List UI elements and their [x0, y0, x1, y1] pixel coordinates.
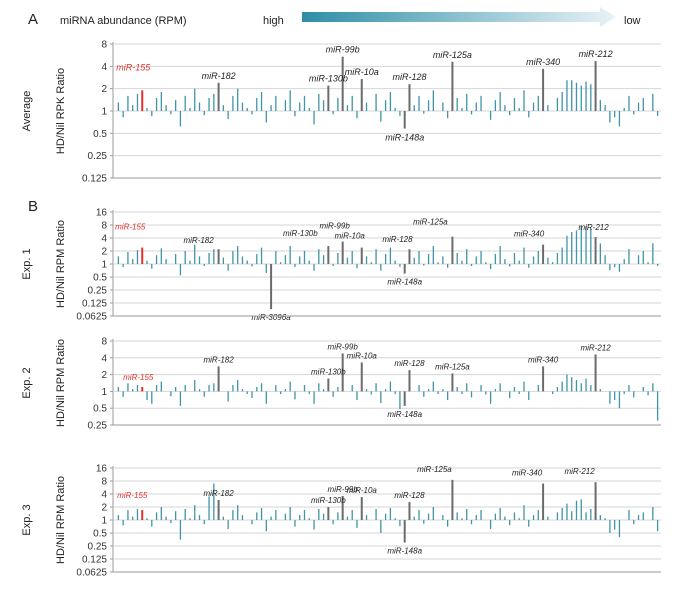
y-tick-label: 0.125 — [82, 299, 107, 310]
row-label: Average — [21, 91, 33, 132]
y-axis-label: HD/Nil RPM Ratio — [55, 339, 67, 427]
y-tick-label: 0.25 — [88, 421, 108, 432]
label-mir-340: miR-340 — [526, 57, 560, 67]
label-mir-340: miR-340 — [528, 355, 559, 364]
label-mir-155: miR-155 — [117, 491, 148, 500]
label-mir-340: miR-340 — [512, 469, 543, 478]
y-tick-label: 0.5 — [93, 529, 107, 540]
row-label: Exp. 1 — [21, 248, 33, 279]
y-tick-label: 0.0625 — [76, 568, 107, 579]
label-mir-125a: miR-125a — [413, 218, 448, 227]
label-mir-10a: miR-10a — [345, 67, 379, 77]
y-tick-label: 0.5 — [93, 404, 107, 415]
y-tick-label: 1 — [101, 260, 107, 271]
label-mir-10a: miR-10a — [347, 486, 378, 495]
label-mir-212: miR-212 — [579, 49, 613, 59]
label-mir-99b: miR-99b — [320, 222, 351, 231]
label-mir-125a: miR-125a — [417, 465, 452, 474]
label-mir-130b: miR-130b — [311, 496, 346, 505]
label-mir-125a: miR-125a — [435, 362, 470, 371]
label-mir-99b: miR-99b — [328, 342, 359, 351]
label-mir-128: miR-128 — [382, 235, 413, 244]
y-tick-label: 8 — [101, 337, 107, 348]
y-tick-label: 0.5 — [93, 273, 107, 284]
label-mir-128: miR-128 — [392, 72, 426, 82]
label-mir-340: miR-340 — [514, 230, 545, 239]
abundance-gradient-arrow — [302, 7, 616, 27]
y-axis-label: HD/Nil RPK Ratio — [55, 68, 67, 154]
y-tick-label: 2 — [101, 503, 107, 514]
y-tick-label: 16 — [96, 208, 108, 219]
row-label: Exp. 2 — [21, 367, 33, 398]
y-tick-label: 1 — [101, 387, 107, 398]
y-tick-label: 8 — [101, 40, 107, 51]
y-tick-label: 16 — [96, 464, 108, 475]
label-mir-212: miR-212 — [564, 467, 595, 476]
label-mir-182: miR-182 — [202, 71, 236, 81]
chart-average: 8 4 2 1 0.5 0.25 0.125 HD/Nil RPK Ratio Average m… — [21, 40, 661, 185]
y-tick-label: 0.25 — [88, 151, 108, 162]
panel-b-letter: B — [28, 198, 38, 215]
label-mir-155: miR-155 — [115, 223, 146, 232]
label-mir-128: miR-128 — [394, 491, 425, 500]
y-tick-label: 4 — [101, 353, 107, 364]
label-mir-125a: miR-125a — [433, 50, 472, 60]
label-mir-182: miR-182 — [183, 236, 214, 245]
label-mir-182: miR-182 — [203, 355, 234, 364]
y-axis-label: HD/Nil RPM Ratio — [55, 476, 67, 564]
label-mir-128: miR-128 — [394, 359, 425, 368]
y-tick-label: 8 — [101, 477, 107, 488]
label-mir-99b: miR-99b — [326, 45, 360, 55]
label-mir-130b: miR-130b — [283, 229, 318, 238]
label-mir-99b: miR-99b — [328, 485, 359, 494]
label-mir-155: miR-155 — [123, 373, 154, 382]
abundance-label: miRNA abundance (RPM) — [60, 15, 187, 27]
chart-exp-1: 16 8 4 2 1 0.5 0.25 0.125 0.0625 HD/Nil RPM Ratio… — [21, 208, 661, 323]
y-tick-label: 2 — [101, 370, 107, 381]
label-mir-155: miR-155 — [116, 62, 151, 72]
label-mir-130b: miR-130b — [311, 368, 346, 377]
label-mir-10a: miR-10a — [347, 351, 378, 360]
y-tick-label: 2 — [101, 84, 107, 95]
y-tick-label: 4 — [101, 62, 107, 73]
y-tick-label: 0.25 — [88, 286, 108, 297]
y-tick-label: 1 — [101, 107, 107, 118]
chart-exp-3: 16 8 4 2 1 0.5 0.25 0.125 0.0625 HD/Nil RPM Ratio… — [21, 464, 661, 579]
y-tick-label: 4 — [101, 234, 107, 245]
y-tick-label: 0.5 — [93, 129, 107, 140]
y-tick-label: 0.125 — [82, 555, 107, 566]
label-mir-148a: miR-148a — [387, 278, 422, 287]
y-tick-label: 1 — [101, 516, 107, 527]
label-mir-212: miR-212 — [578, 223, 609, 232]
high-label: high — [263, 15, 284, 27]
label-mir-3096a: miR-3096a — [252, 313, 292, 322]
chart-exp-2: 8 4 2 1 0.5 0.25 HD/Nil RPM Ratio Exp. 2 miR-155… — [21, 337, 661, 432]
y-tick-label: 0.0625 — [76, 312, 107, 323]
label-mir-130b: miR-130b — [309, 74, 348, 84]
y-tick-label: 2 — [101, 247, 107, 258]
chart-panels: 8 4 2 1 0.5 0.25 0.125 HD/Nil RPK Ratio Average m… — [21, 40, 661, 579]
label-mir-148a: miR-148a — [385, 133, 424, 143]
y-tick-label: 4 — [101, 490, 107, 501]
label-mir-182: miR-182 — [203, 489, 234, 498]
label-mir-148a: miR-148a — [387, 547, 422, 556]
row-label: Exp. 3 — [21, 504, 33, 535]
label-mir-148a: miR-148a — [387, 410, 422, 419]
label-mir-212: miR-212 — [580, 343, 611, 352]
panel-a-letter: A — [28, 11, 38, 28]
low-label: low — [624, 15, 641, 27]
label-mir-10a: miR-10a — [335, 232, 366, 241]
y-axis-label: HD/Nil RPM Ratio — [55, 220, 67, 308]
y-tick-label: 0.25 — [88, 542, 108, 553]
y-tick-label: 8 — [101, 221, 107, 232]
y-tick-label: 0.125 — [82, 174, 107, 185]
